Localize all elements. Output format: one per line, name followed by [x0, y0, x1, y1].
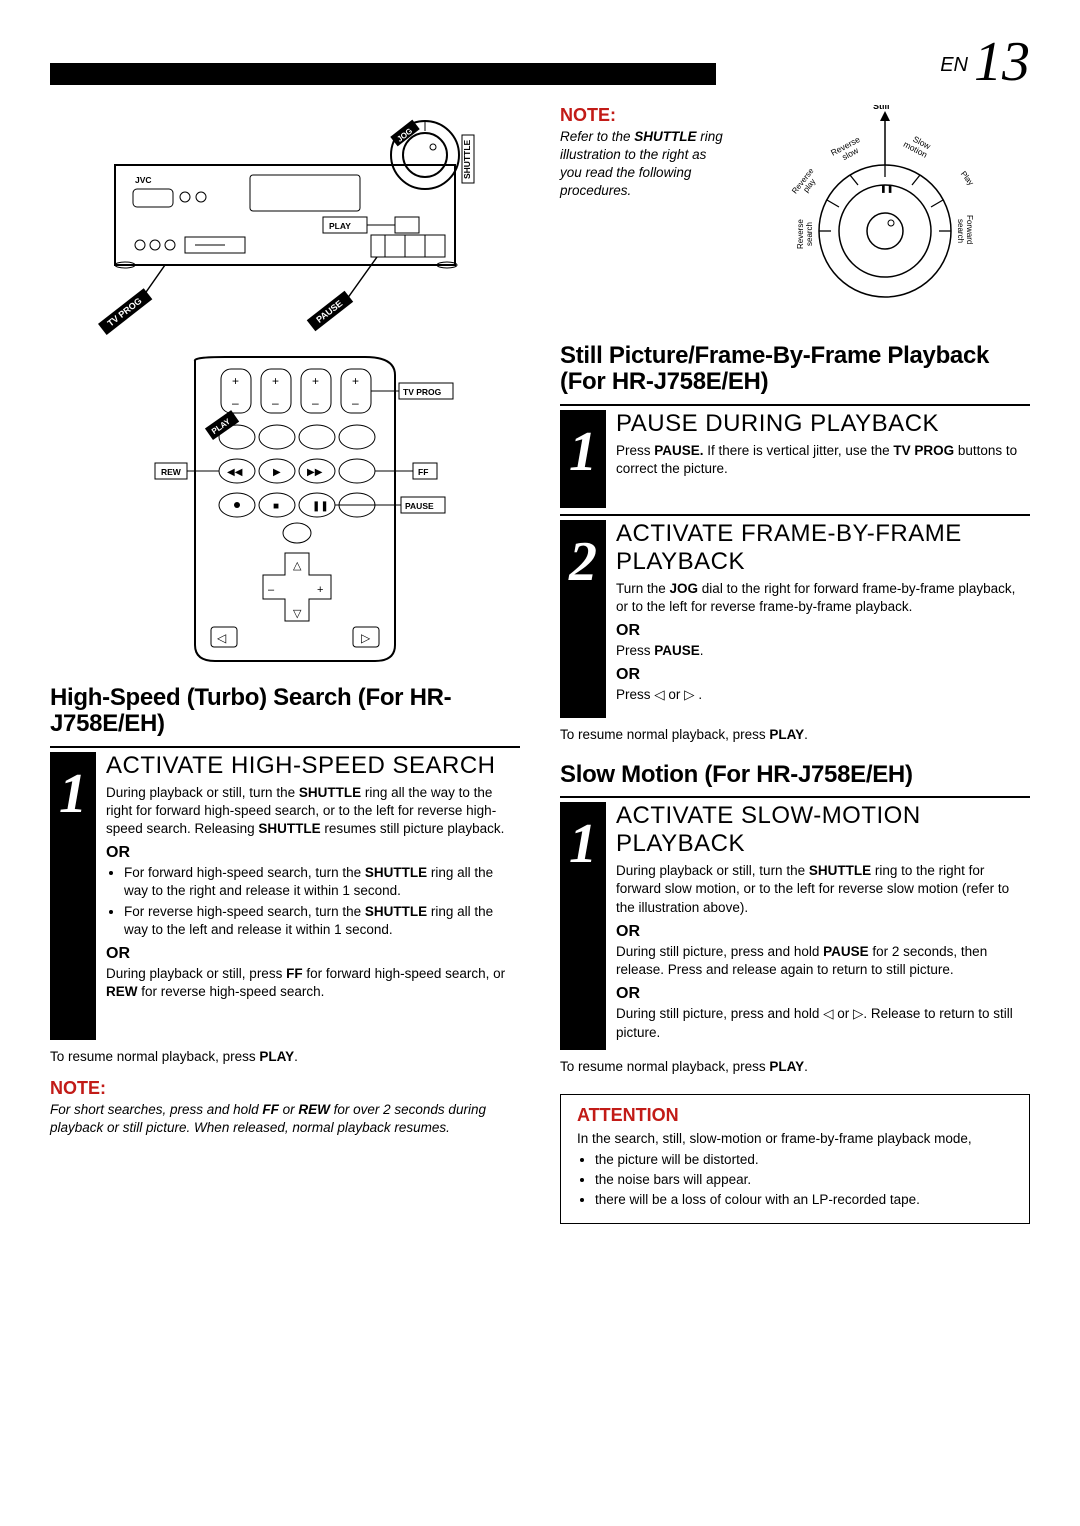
step-1-left: 1 ACTIVATE HIGH-SPEED SEARCH During play… [50, 746, 520, 1040]
svg-text:TV PROG: TV PROG [403, 387, 442, 397]
triangle-left-icon [823, 1006, 833, 1021]
right-column: NOTE: Refer to the SHUTTLE ring illustra… [560, 105, 1030, 1224]
or-label: OR [616, 666, 1030, 684]
step-heading: PAUSE DURING PLAYBACK [616, 410, 1030, 438]
step-number: 1 [560, 802, 606, 1050]
note-body: Refer to the SHUTTLE ring illustration t… [560, 128, 730, 201]
svg-text:Reversesearch: Reversesearch [796, 218, 814, 248]
step-heading: ACTIVATE FRAME-BY-FRAME PLAYBACK [616, 520, 1030, 576]
svg-text:△: △ [293, 560, 302, 572]
step-body: During playback or still, turn the SHUTT… [616, 862, 1030, 917]
section-still-picture: Still Picture/Frame-By-Frame Playback (F… [560, 343, 1030, 396]
svg-text:◀◀: ◀◀ [227, 467, 243, 478]
or-label: OR [616, 923, 1030, 941]
step-number: 1 [50, 752, 96, 1040]
resume-text: To resume normal playback, press PLAY. [50, 1048, 520, 1066]
svg-text:◁: ◁ [217, 631, 227, 645]
svg-text:❚❚: ❚❚ [312, 501, 329, 512]
step-1-slow: 1 ACTIVATE SLOW-MOTION PLAYBACK During p… [560, 796, 1030, 1050]
svg-text:+: + [272, 374, 279, 388]
svg-text:■: ■ [273, 501, 279, 512]
svg-text:–: – [232, 396, 239, 410]
svg-text:PLAY: PLAY [329, 221, 351, 231]
svg-text:JVC: JVC [135, 175, 152, 185]
svg-text:Forwardsearch: Forwardsearch [956, 215, 974, 244]
resume-text: To resume normal playback, press PLAY. [560, 726, 1030, 744]
svg-text:+: + [312, 374, 319, 388]
svg-text:▶▶: ▶▶ [307, 467, 323, 478]
step-number: 1 [560, 410, 606, 508]
svg-text:FF: FF [418, 467, 428, 477]
svg-text:–: – [352, 396, 359, 410]
svg-text:–: – [312, 396, 319, 410]
section-high-speed: High-Speed (Turbo) Search (For HR-J758E/… [50, 685, 520, 738]
step-1-right: 1 PAUSE DURING PLAYBACK Press PAUSE. If … [560, 404, 1030, 508]
bullet-list: For forward high-speed search, turn the … [106, 864, 520, 939]
step-body: Press PAUSE. [616, 642, 1030, 660]
svg-text:▽: ▽ [293, 608, 302, 620]
step-body: Press PAUSE. If there is vertical jitter… [616, 442, 1030, 478]
header-bar [50, 63, 716, 85]
svg-text:❚❚: ❚❚ [880, 184, 893, 193]
step-number: 2 [560, 520, 606, 718]
section-slow-motion: Slow Motion (For HR-J758E/EH) [560, 762, 1030, 788]
attention-heading: ATTENTION [577, 1105, 1013, 1126]
triangle-left-icon [654, 687, 664, 702]
svg-text:Play: Play [959, 169, 976, 187]
svg-text:Slowmotion: Slowmotion [902, 131, 934, 160]
svg-text:+: + [317, 584, 323, 596]
svg-text:Reverseslow: Reverseslow [829, 134, 866, 166]
step-body: During still picture, press and hold PAU… [616, 943, 1030, 979]
step-2-right: 2 ACTIVATE FRAME-BY-FRAME PLAYBACK Turn … [560, 514, 1030, 718]
or-label: OR [106, 844, 520, 862]
step-body: During playback or still, turn the SHUTT… [106, 784, 520, 839]
svg-text:+: + [232, 374, 239, 388]
svg-text:Reverseplay: Reverseplay [790, 166, 822, 200]
page-lang: EN [940, 54, 968, 77]
triangle-right-icon [684, 687, 694, 702]
svg-text:+: + [352, 374, 359, 388]
step-heading: ACTIVATE HIGH-SPEED SEARCH [106, 752, 520, 780]
step-body: Press or . [616, 686, 1030, 704]
svg-text:Still: Still [873, 105, 890, 111]
attention-intro: In the search, still, slow-motion or fra… [577, 1130, 1013, 1148]
svg-text:PAUSE: PAUSE [405, 501, 434, 511]
step-body: During playback or still, press FF for f… [106, 965, 520, 1001]
or-label: OR [106, 945, 520, 963]
page-header: EN 13 [50, 40, 1030, 85]
svg-text:REW: REW [161, 467, 182, 477]
resume-text: To resume normal playback, press PLAY. [560, 1058, 1030, 1076]
note-body: For short searches, press and hold FF or… [50, 1101, 520, 1137]
svg-text:SHUTTLE: SHUTTLE [462, 139, 472, 179]
svg-text:TV PROG: TV PROG [106, 295, 144, 328]
vcr-illustration: JVC PLAY [95, 105, 475, 335]
page-number: 13 [974, 40, 1030, 85]
step-body: During still picture, press and hold or … [616, 1005, 1030, 1041]
svg-text:▶: ▶ [273, 467, 281, 478]
triangle-right-icon [853, 1006, 863, 1021]
attention-list: the picture will be distorted. the noise… [577, 1151, 1013, 1210]
note-heading: NOTE: [50, 1078, 520, 1099]
or-label: OR [616, 985, 1030, 1003]
svg-text:–: – [272, 396, 279, 410]
shuttle-ring-illustration: Still Reverseslow Slowmotion Reverseplay… [755, 105, 1015, 305]
remote-illustration: +– +– +– +– TV PROG PLAY ◀◀ ▶ [115, 355, 455, 665]
step-heading: ACTIVATE SLOW-MOTION PLAYBACK [616, 802, 1030, 858]
svg-text:▷: ▷ [361, 631, 371, 645]
or-label: OR [616, 622, 1030, 640]
left-column: JVC PLAY [50, 105, 520, 1224]
attention-box: ATTENTION In the search, still, slow-mot… [560, 1094, 1030, 1224]
note-heading: NOTE: [560, 105, 730, 126]
svg-text:–: – [268, 584, 275, 596]
step-body: Turn the JOG dial to the right for forwa… [616, 580, 1030, 616]
